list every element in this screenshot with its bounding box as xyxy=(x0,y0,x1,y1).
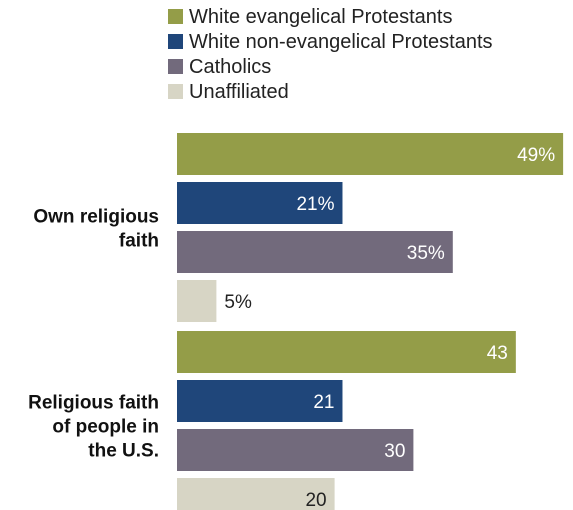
bar xyxy=(177,331,516,373)
bar xyxy=(177,478,335,510)
data-label: 35% xyxy=(407,243,445,264)
legend-label: Unaffiliated xyxy=(189,80,289,103)
category-label: faith xyxy=(119,231,159,252)
data-label: 5% xyxy=(224,292,252,313)
legend-item-white-non-evangelical: White non-evangelical Protestants xyxy=(168,29,493,54)
bar xyxy=(177,380,343,422)
category-label: Own religious xyxy=(33,207,159,228)
data-label: 30 xyxy=(384,441,405,462)
bar xyxy=(177,231,453,273)
legend-swatch xyxy=(168,59,183,74)
category-label: of people in xyxy=(52,417,159,438)
legend-label: Catholics xyxy=(189,55,272,78)
bar xyxy=(177,429,414,471)
bar xyxy=(177,280,217,322)
data-label: 20 xyxy=(305,490,326,510)
data-label: 21% xyxy=(296,194,334,215)
category-label: the U.S. xyxy=(88,441,159,462)
legend-label: White evangelical Protestants xyxy=(189,5,453,28)
legend-item-unaffiliated: Unaffiliated xyxy=(168,79,493,104)
legend-swatch xyxy=(168,84,183,99)
data-label: 49% xyxy=(517,145,555,166)
legend-label: White non-evangelical Protestants xyxy=(189,30,493,53)
legend-item-white-evangelical: White evangelical Protestants xyxy=(168,4,493,29)
legend-swatch xyxy=(168,34,183,49)
legend-swatch xyxy=(168,9,183,24)
legend-item-catholics: Catholics xyxy=(168,54,493,79)
legend: White evangelical Protestants White non-… xyxy=(168,4,493,104)
bar xyxy=(177,182,343,224)
data-label: 43 xyxy=(487,343,508,364)
category-label: Religious faith xyxy=(28,393,159,414)
data-label: 21 xyxy=(313,392,334,413)
bar xyxy=(177,133,564,175)
